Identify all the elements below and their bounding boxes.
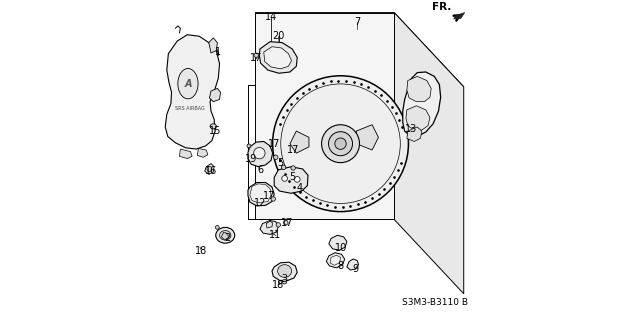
Polygon shape (347, 259, 358, 270)
Text: S3M3-B3110 B: S3M3-B3110 B (402, 298, 468, 307)
Ellipse shape (321, 125, 360, 163)
Ellipse shape (278, 265, 292, 277)
Ellipse shape (207, 167, 212, 172)
Polygon shape (266, 221, 273, 228)
Polygon shape (255, 12, 394, 219)
Text: 3: 3 (282, 274, 288, 284)
Text: 13: 13 (405, 124, 417, 135)
Ellipse shape (284, 220, 288, 225)
Text: 19: 19 (245, 153, 257, 164)
Text: 17: 17 (262, 191, 275, 201)
Polygon shape (407, 127, 422, 142)
Polygon shape (259, 42, 297, 73)
Polygon shape (406, 106, 430, 130)
Text: A: A (184, 79, 192, 89)
Ellipse shape (282, 279, 287, 284)
Polygon shape (255, 12, 464, 87)
Text: 18: 18 (272, 280, 284, 290)
Text: 17: 17 (281, 218, 293, 228)
Text: FR.: FR. (432, 2, 451, 12)
Polygon shape (165, 35, 220, 149)
Polygon shape (260, 220, 278, 234)
Polygon shape (205, 164, 214, 174)
Polygon shape (250, 184, 271, 203)
Polygon shape (326, 253, 344, 268)
Polygon shape (221, 232, 228, 240)
Text: 17: 17 (287, 145, 300, 155)
Polygon shape (272, 262, 297, 280)
Ellipse shape (220, 231, 231, 240)
Polygon shape (394, 12, 464, 294)
Text: 14: 14 (265, 12, 277, 22)
Polygon shape (209, 88, 221, 102)
Text: SRS AIRBAG: SRS AIRBAG (175, 107, 205, 111)
Ellipse shape (216, 226, 220, 229)
Ellipse shape (335, 138, 346, 149)
Ellipse shape (273, 76, 408, 211)
Text: 8: 8 (337, 261, 344, 271)
Polygon shape (330, 255, 340, 265)
Text: 20: 20 (272, 31, 285, 41)
Text: 15: 15 (209, 126, 221, 136)
Ellipse shape (271, 197, 275, 201)
Polygon shape (356, 125, 378, 150)
Polygon shape (264, 47, 292, 69)
Ellipse shape (210, 124, 216, 129)
Ellipse shape (282, 165, 286, 170)
Text: 18: 18 (195, 246, 207, 256)
Ellipse shape (276, 223, 280, 227)
Polygon shape (407, 77, 431, 102)
Polygon shape (179, 149, 192, 159)
Polygon shape (248, 182, 274, 206)
Text: 10: 10 (335, 243, 348, 253)
Text: 4: 4 (296, 183, 303, 193)
Ellipse shape (254, 53, 259, 57)
Text: 16: 16 (205, 166, 217, 176)
Polygon shape (290, 131, 309, 153)
Ellipse shape (247, 144, 251, 148)
Ellipse shape (328, 132, 353, 156)
Ellipse shape (282, 175, 287, 181)
Text: 17: 17 (250, 53, 262, 63)
Ellipse shape (291, 166, 296, 170)
Text: 7: 7 (354, 17, 360, 27)
Text: 5: 5 (289, 173, 296, 182)
Text: 5: 5 (277, 158, 284, 168)
Polygon shape (197, 148, 208, 157)
Polygon shape (403, 72, 441, 137)
Text: 12: 12 (254, 198, 266, 208)
Polygon shape (329, 235, 347, 250)
Polygon shape (454, 12, 465, 19)
Text: 9: 9 (353, 264, 359, 274)
Polygon shape (248, 142, 273, 167)
Ellipse shape (273, 155, 278, 160)
Text: 17: 17 (268, 139, 281, 149)
Polygon shape (209, 38, 218, 53)
Polygon shape (274, 167, 308, 193)
Text: 11: 11 (269, 230, 282, 240)
Ellipse shape (294, 176, 300, 182)
Text: 2: 2 (225, 234, 231, 243)
Ellipse shape (178, 69, 198, 99)
Text: 6: 6 (257, 165, 263, 175)
Ellipse shape (216, 227, 235, 243)
Ellipse shape (253, 147, 265, 159)
Text: 1: 1 (215, 47, 221, 57)
